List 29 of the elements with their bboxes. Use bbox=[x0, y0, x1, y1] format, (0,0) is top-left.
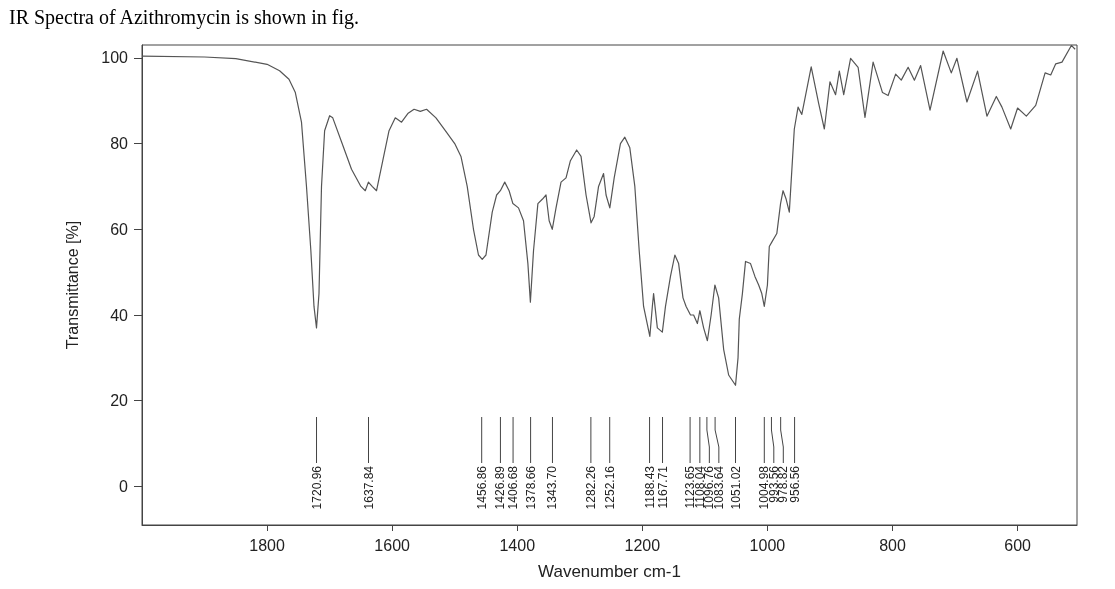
x-tick-label: 1400 bbox=[499, 536, 536, 554]
ref-line-label: 1720.96 bbox=[309, 465, 324, 510]
ref-line-label: 1252.16 bbox=[602, 465, 617, 510]
ref-line-label: 1456.86 bbox=[474, 465, 489, 510]
x-tick-label: 1800 bbox=[249, 536, 285, 554]
x-axis-title: Wavenumber cm-1 bbox=[538, 562, 681, 581]
line-series bbox=[141, 44, 1076, 386]
ref-line-label: 1343.70 bbox=[545, 465, 560, 510]
x-tick-label: 1200 bbox=[624, 536, 661, 554]
y-axis-title: Transmittance [%] bbox=[63, 220, 81, 350]
y-tick-label: 0 bbox=[119, 477, 129, 495]
x-tick-label: 600 bbox=[1004, 536, 1032, 554]
ref-line-label: 1406.68 bbox=[506, 465, 521, 510]
x-tick-label: 1000 bbox=[749, 536, 786, 554]
ref-line-label: 1167.71 bbox=[655, 465, 670, 509]
y-tick-label: 40 bbox=[110, 306, 129, 324]
y-tick-label: 60 bbox=[110, 220, 129, 238]
ref-line-label: 1051.02 bbox=[728, 465, 743, 510]
ref-line-label: 1637.84 bbox=[361, 465, 376, 510]
chart-title: IR Spectra of Azithromycin is shown in fig. bbox=[9, 6, 359, 29]
y-tick-label: 100 bbox=[101, 49, 129, 67]
x-tick-label: 800 bbox=[879, 536, 906, 554]
y-tick-label: 20 bbox=[110, 392, 129, 410]
ref-line-label: 1426.89 bbox=[493, 465, 508, 510]
ref-line-label: 1188.43 bbox=[642, 465, 657, 509]
x-tick-label: 1600 bbox=[374, 536, 411, 554]
ref-line-label: 1282.26 bbox=[583, 465, 598, 510]
y-tick-label: 80 bbox=[110, 135, 129, 153]
ref-line-label: 1378.66 bbox=[523, 465, 538, 510]
